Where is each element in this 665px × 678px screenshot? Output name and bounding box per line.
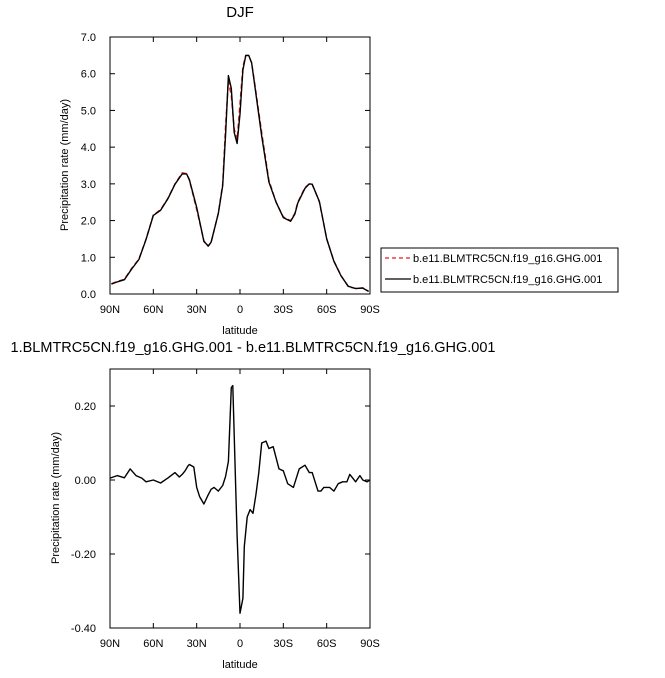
x-tick-label: 90N: [100, 638, 120, 650]
top-x-ticks: 90N 60N 30N 0 30S 60S 90S: [100, 37, 380, 316]
x-tick-label: 60N: [143, 304, 163, 316]
y-tick-label: 0.20: [75, 401, 96, 413]
y-tick-label: 7.0: [81, 32, 96, 44]
top-plot-frame: [109, 36, 371, 295]
top-y-ticks: 0.0 1.0 2.0 3.0 4.0 5.0 6.0 7.0: [81, 32, 370, 301]
top-y-axis-label: Precipitation rate (mm/day): [59, 99, 71, 231]
x-tick-label: 30S: [274, 304, 294, 316]
x-tick-label: 30S: [274, 638, 294, 650]
y-tick-label: 5.0: [81, 105, 96, 117]
series-line-0-0: [111, 54, 369, 292]
y-tick-label: -0.20: [71, 549, 96, 561]
x-tick-label: 60S: [317, 638, 337, 650]
y-tick-label: 1.0: [81, 252, 96, 264]
bottom-series-group: [109, 384, 371, 614]
bottom-y-axis-label: Precipitation rate (mm/day): [50, 432, 62, 564]
bottom-x-axis-label: latitude: [222, 659, 257, 671]
x-tick-label: 90S: [360, 304, 380, 316]
bottom-panel: 1.BLMTRC5CN.f19_g16.GHG.001 - b.e11.BLMT…: [11, 340, 496, 671]
x-tick-label: 90S: [360, 638, 380, 650]
x-tick-label: 30N: [187, 304, 207, 316]
x-tick-label: 0: [237, 638, 243, 650]
series-line-1-0: [109, 384, 371, 614]
top-panel: DJF 0.0 1.0 2.0 3.0 4.0 5.0 6.0 7.0 90N 60N 30N 0 3…: [59, 4, 619, 337]
x-tick-label: 60N: [143, 638, 163, 650]
x-tick-label: 90N: [100, 304, 120, 316]
legend-label-1: b.e11.BLMTRC5CN.f19_g16.GHG.001: [413, 253, 602, 265]
top-x-axis-label: latitude: [222, 325, 257, 337]
legend: b.e11.BLMTRC5CN.f19_g16.GHG.001 b.e11.BL…: [380, 247, 619, 293]
x-tick-label: 60S: [317, 304, 337, 316]
y-tick-label: 4.0: [81, 142, 96, 154]
y-tick-label: 0.00: [75, 475, 96, 487]
bottom-x-ticks: 90N 60N 30N 0 30S 60S 90S: [100, 369, 380, 650]
bottom-y-ticks: -0.40 -0.20 0.00 0.20: [71, 401, 370, 635]
y-tick-label: 2.0: [81, 216, 96, 228]
y-tick-label: -0.40: [71, 623, 96, 635]
y-tick-label: 6.0: [81, 69, 96, 81]
bottom-plot-frame: [109, 368, 371, 629]
top-title: DJF: [226, 4, 254, 21]
y-tick-label: 0.0: [81, 289, 96, 301]
bottom-title: 1.BLMTRC5CN.f19_g16.GHG.001 - b.e11.BLMT…: [11, 340, 496, 356]
x-tick-label: 30N: [187, 638, 207, 650]
legend-box: [380, 247, 619, 293]
x-tick-label: 0: [237, 304, 243, 316]
legend-label-2: b.e11.BLMTRC5CN.f19_g16.GHG.001: [413, 274, 602, 286]
series-line-0-1: [111, 54, 369, 293]
top-series-group: [111, 54, 369, 293]
y-tick-label: 3.0: [81, 179, 96, 191]
